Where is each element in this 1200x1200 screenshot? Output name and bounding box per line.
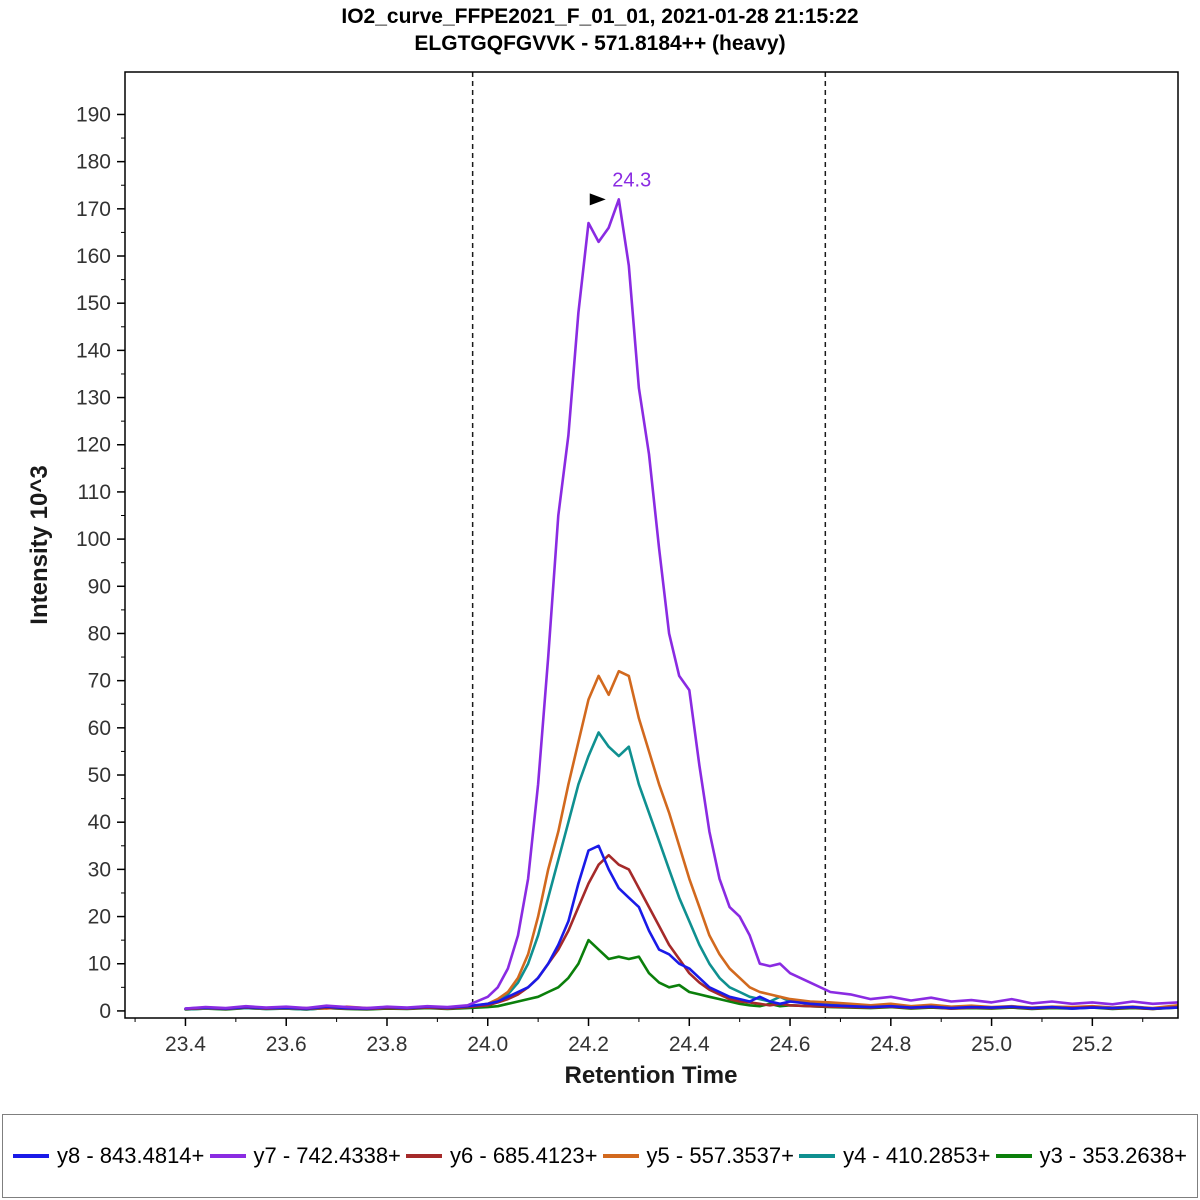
legend: y8 - 843.4814+ y7 - 742.4338+ y6 - 685.412… [2, 1114, 1198, 1198]
plot-frame [124, 71, 1179, 1019]
y-tick-label: 60 [88, 717, 111, 740]
y-tick-label: 140 [76, 339, 111, 362]
legend-line-swatch-y8 [13, 1154, 49, 1158]
x-tick-label: 23.6 [266, 1033, 307, 1056]
legend-item-y6: y6 - 685.4123+ [406, 1143, 597, 1169]
y-tick-label: 30 [88, 858, 111, 881]
y-tick-label: 150 [76, 292, 111, 315]
y-tick-label: 80 [88, 622, 111, 645]
x-axis-label: Retention Time [564, 1062, 738, 1089]
y-tick-label: 90 [88, 575, 111, 598]
legend-label: y5 - 557.3537+ [646, 1143, 794, 1168]
legend-label: y4 - 410.2853+ [843, 1143, 991, 1168]
legend-line-swatch-y4 [799, 1154, 836, 1158]
legend-line-swatch-y3 [995, 1154, 1032, 1158]
chromatogram-chart[interactable]: 23.4 23.6 23.8 24.0 24.2 24.4 24.6 24.8 25.0 25.2… [0, 60, 1200, 1110]
series-line-y7[interactable] [184, 198, 1179, 1010]
x-tick-label: 25.2 [1072, 1033, 1113, 1056]
chart-title-line1: IO2_curve_FFPE2021_F_01_01, 2021-01-28 2… [341, 5, 859, 28]
legend-label: y6 - 685.4123+ [450, 1143, 598, 1168]
x-tick-label: 23.4 [165, 1033, 206, 1056]
chart-title-line2: ELGTGQFGVVK - 571.8184++ (heavy) [414, 32, 786, 55]
legend-label: y8 - 843.4814+ [57, 1143, 205, 1168]
x-tick-label: 24.6 [770, 1033, 811, 1056]
y-tick-label: 40 [88, 811, 111, 834]
x-tick-label: 25.0 [971, 1033, 1012, 1056]
y-tick-label: 50 [88, 764, 111, 787]
y-tick-label: 160 [76, 245, 111, 268]
y-tick-label: 130 [76, 387, 111, 410]
legend-label: y7 - 742.4338+ [253, 1143, 401, 1168]
legend-line-swatch-y7 [209, 1154, 246, 1158]
y-tick-label: 0 [99, 1000, 111, 1023]
legend-line-swatch-y6 [406, 1154, 443, 1158]
legend-item-y3: y3 - 353.2638+ [995, 1143, 1187, 1169]
y-tick-label: 190 [76, 103, 111, 126]
legend-item-y8: y8 - 843.4814+ [13, 1143, 204, 1169]
x-tick-label: 23.8 [367, 1033, 408, 1056]
legend-line-swatch-y5 [602, 1154, 639, 1158]
plot-area[interactable] [125, 72, 1178, 1018]
y-tick-label: 110 [78, 481, 111, 504]
x-tick-label: 24.4 [669, 1033, 710, 1056]
y-tick-label: 180 [76, 151, 111, 174]
peak-rt-annotation[interactable]: 24.3 [612, 169, 651, 191]
legend-item-y5: y5 - 557.3537+ [602, 1143, 794, 1169]
legend-item-y7: y7 - 742.4338+ [209, 1143, 401, 1169]
y-tick-label: 70 [88, 670, 111, 693]
chart-title: IO2_curve_FFPE2021_F_01_01, 2021-01-28 2… [0, 3, 1200, 57]
y-tick-label: 20 [88, 906, 111, 929]
legend-label: y3 - 353.2638+ [1039, 1143, 1187, 1168]
peak-apex-arrow-icon [589, 193, 606, 206]
legend-item-y4: y4 - 410.2853+ [799, 1143, 990, 1169]
x-tick-label: 24.0 [467, 1033, 508, 1056]
y-tick-label: 100 [76, 528, 111, 551]
x-tick-label: 24.2 [568, 1033, 609, 1056]
x-tick-label: 24.8 [870, 1033, 911, 1056]
y-tick-label: 170 [76, 198, 111, 221]
y-tick-label: 10 [88, 953, 111, 976]
y-tick-label: 120 [76, 434, 111, 457]
y-axis-label: Intensity 10^3 [26, 465, 53, 625]
